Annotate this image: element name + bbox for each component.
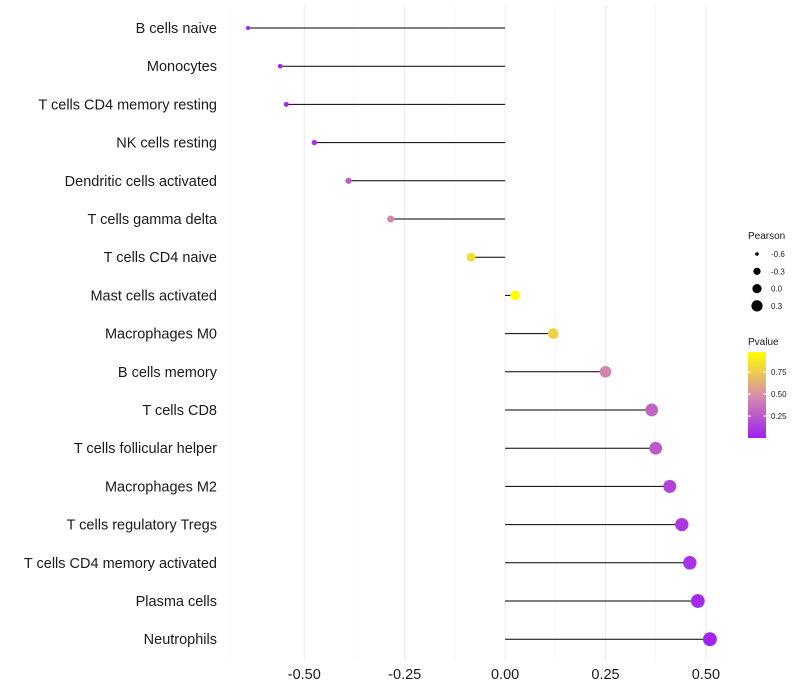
data-point <box>277 63 283 69</box>
data-point <box>663 479 677 493</box>
stems <box>248 27 710 640</box>
x-tick-label: -0.50 <box>288 667 321 683</box>
category-label: Neutrophils <box>144 632 217 648</box>
x-axis-labels: -0.50 -0.25 0.00 0.25 0.50 <box>288 667 720 683</box>
category-label: Macrophages M0 <box>105 327 217 343</box>
category-label: T cells CD8 <box>142 403 217 419</box>
y-axis-labels: B cells naive Monocytes T cells CD4 memory… <box>24 21 218 648</box>
color-legend-label: 0.50 <box>771 390 787 399</box>
data-point <box>645 403 659 417</box>
size-legend-label: 0.3 <box>771 302 783 311</box>
color-legend-label: 0.75 <box>771 368 787 377</box>
color-legend: Pvalue 0.25 0.50 0.75 <box>748 337 787 438</box>
color-legend-label: 0.25 <box>771 412 787 421</box>
data-point <box>702 632 717 647</box>
x-tick-label: 0.50 <box>692 667 720 683</box>
data-point <box>599 365 612 378</box>
size-legend-label: -0.6 <box>771 250 785 259</box>
data-point <box>466 252 476 262</box>
data-point <box>691 594 705 608</box>
category-label: Mast cells activated <box>90 288 217 304</box>
size-legend-dot <box>755 252 759 256</box>
category-label: B cells naive <box>136 21 217 37</box>
category-label: Macrophages M2 <box>105 479 217 495</box>
category-label: T cells gamma delta <box>88 212 218 228</box>
size-legend-dot <box>753 267 761 275</box>
size-legend-title: Pearson <box>748 231 785 242</box>
category-label: NK cells resting <box>116 136 217 152</box>
data-point <box>510 290 521 301</box>
size-legend-label: 0.0 <box>771 285 783 294</box>
data-point <box>683 556 697 570</box>
grid <box>229 5 707 660</box>
dots <box>246 25 717 647</box>
data-point <box>311 139 318 146</box>
category-label: T cells follicular helper <box>74 441 217 457</box>
x-tick-label: -0.25 <box>388 667 421 683</box>
category-label: B cells memory <box>118 365 218 381</box>
data-point <box>675 517 689 532</box>
category-label: T cells CD4 memory activated <box>24 556 217 572</box>
color-legend-bar <box>748 352 766 438</box>
data-point <box>283 101 289 107</box>
category-label: Monocytes <box>147 59 217 75</box>
data-point <box>548 328 559 339</box>
data-point <box>246 25 251 31</box>
size-legend-dot <box>751 300 763 312</box>
category-label: T cells CD4 memory resting <box>38 97 217 113</box>
data-point <box>387 215 395 223</box>
data-point <box>649 441 663 455</box>
data-point <box>345 177 352 184</box>
x-tick-label: 0.00 <box>491 667 519 683</box>
category-label: T cells CD4 naive <box>104 250 217 266</box>
size-legend-dot <box>752 284 762 294</box>
x-tick-label: 0.25 <box>591 667 619 683</box>
size-legend-label: -0.3 <box>771 267 785 276</box>
category-label: T cells regulatory Tregs <box>67 518 217 534</box>
category-label: Dendritic cells activated <box>65 174 217 190</box>
category-label: Plasma cells <box>136 594 217 610</box>
color-legend-title: Pvalue <box>748 337 779 348</box>
size-legend: Pearson -0.6 -0.3 0.0 0.3 <box>748 231 785 312</box>
